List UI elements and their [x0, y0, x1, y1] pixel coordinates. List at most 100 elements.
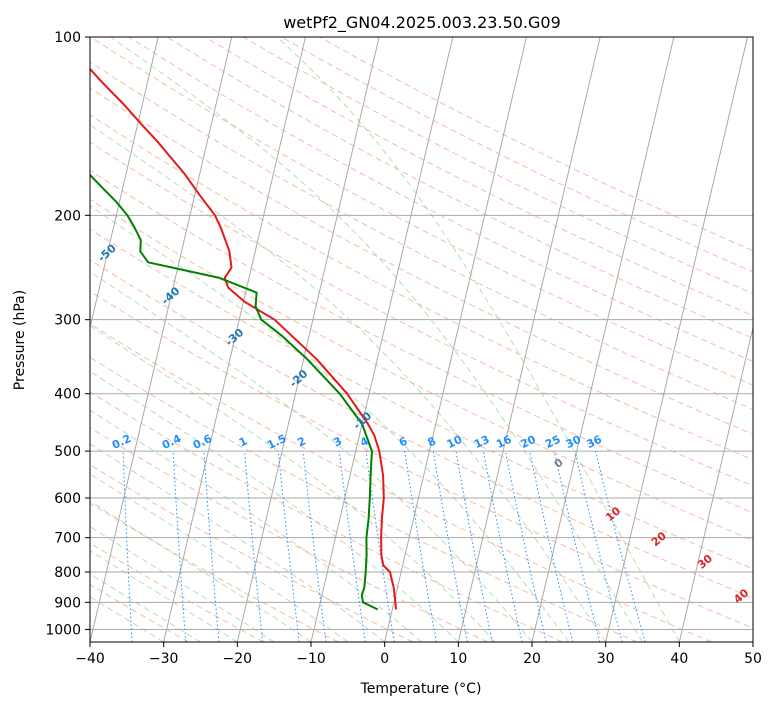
- moist-adiabat: [90, 500, 312, 642]
- dry-adiabat: [90, 427, 488, 642]
- isotherm-line: [531, 37, 675, 642]
- y-tick-label: 1000: [45, 622, 81, 638]
- x-tick-label: 30: [597, 651, 615, 667]
- x-tick-label: −30: [149, 651, 179, 667]
- axis-ticks: −40 −30 −20 −10 0 10 20 30 40 5010020030040050060…: [45, 30, 762, 667]
- mixing-ratio-line: [553, 450, 601, 642]
- y-tick-label: 900: [54, 595, 81, 611]
- isotherm-line: [163, 37, 306, 642]
- mixing-ratio-line: [432, 451, 468, 642]
- mixing-ratio-label: 1.5: [265, 432, 288, 452]
- mixing-ratio-label: 13: [472, 433, 491, 451]
- x-tick-label: 10: [449, 651, 467, 667]
- mixing-ratio-label: 10: [445, 433, 465, 451]
- isotherm-line: [236, 37, 380, 642]
- dry-adiabat: [128, 37, 753, 362]
- mixing-ratio-line: [338, 451, 366, 642]
- dry-adiabat: [243, 37, 753, 295]
- height-label: 0: [552, 456, 566, 471]
- mixing-ratio-label: 36: [584, 433, 604, 451]
- dewpoint-profile-line: [90, 173, 379, 611]
- dry-adiabat: [90, 323, 712, 642]
- y-tick-label: 500: [54, 444, 81, 460]
- x-tick-label: 40: [670, 651, 688, 667]
- plot-frame: [89, 36, 754, 643]
- isotherm-line: [457, 37, 601, 642]
- x-tick-label: −10: [296, 651, 326, 667]
- y-tick-label: 100: [54, 30, 81, 46]
- mixing-ratio-label: 1: [237, 434, 249, 449]
- moist-adiabat: [90, 124, 607, 642]
- dry-adiabat: [90, 198, 753, 541]
- mixing-ratio-label: 8: [426, 434, 438, 449]
- x-tick-label: 20: [523, 651, 541, 667]
- mixing-ratio-label: 2: [295, 434, 307, 449]
- chart-inline-labels: -100-90-80-70-60-50-40-30-20-100.10.20.4…: [31, 199, 751, 606]
- y-tick-label: 700: [54, 531, 81, 547]
- chart-grid: [0, 37, 753, 642]
- chart-series: [90, 67, 397, 611]
- x-tick-label: 50: [744, 651, 762, 667]
- dry-adiabat: [90, 228, 753, 570]
- mixing-ratio-label: 6: [397, 434, 410, 449]
- isotherm-line: [678, 325, 753, 642]
- isotherm-label: -60: [31, 199, 55, 222]
- y-tick-label: 300: [54, 313, 81, 329]
- mixing-ratio-line: [529, 451, 574, 642]
- mixing-ratio-line: [365, 451, 395, 642]
- x-axis-label: Temperature (°C): [360, 681, 482, 697]
- moist-adiabat: [90, 205, 570, 642]
- isotherm-line: [90, 37, 159, 330]
- dry-adiabat: [90, 502, 339, 642]
- y-tick-label: 400: [54, 387, 81, 403]
- mixing-ratio-label: 16: [494, 433, 514, 451]
- dry-adiabat: [90, 290, 753, 629]
- moist-adiabat: [110, 37, 643, 642]
- mixing-ratio-line: [203, 451, 220, 642]
- isotherm-line: [752, 639, 753, 642]
- mixing-ratio-line: [455, 451, 493, 642]
- x-tick-label: −40: [75, 651, 105, 667]
- dry-adiabat: [90, 464, 414, 642]
- y-tick-label: 800: [54, 565, 81, 581]
- mixing-ratio-label: 25: [543, 433, 562, 451]
- moist-adiabat: [90, 550, 238, 642]
- moist-adiabat: [90, 473, 349, 642]
- y-tick-label: 600: [54, 491, 81, 507]
- mixing-ratio-label: 30: [564, 433, 584, 451]
- moist-adiabat: [90, 596, 164, 642]
- mixing-ratio-line: [504, 451, 547, 642]
- mixing-ratio-label: 0.4: [160, 432, 183, 452]
- dry-adiabat: [90, 583, 190, 642]
- mixing-ratio-line: [244, 451, 264, 642]
- isotherm-line: [0, 37, 11, 642]
- mixing-ratio-label: 3: [332, 434, 344, 449]
- height-label: 10: [603, 504, 623, 524]
- x-tick-label: −20: [223, 651, 253, 667]
- height-label: 30: [695, 552, 715, 572]
- mixing-ratio-line: [302, 451, 327, 642]
- dry-adiabat: [90, 141, 753, 487]
- mixing-ratio-line: [404, 451, 437, 642]
- mixing-ratio-line: [482, 451, 523, 642]
- dry-adiabat: [204, 37, 753, 317]
- temperature-profile-line: [90, 67, 397, 610]
- mixing-ratio-line: [172, 451, 187, 642]
- dry-adiabat: [90, 37, 753, 386]
- y-tick-label: 200: [54, 208, 81, 224]
- isotherm-line: [605, 37, 748, 642]
- dry-adiabat: [90, 169, 753, 514]
- chart-title: wetPf2_GN04.2025.003.23.50.G09: [283, 13, 561, 33]
- dry-adiabat: [90, 356, 638, 642]
- height-label: 40: [731, 586, 751, 606]
- moist-adiabat: [90, 573, 201, 642]
- mixing-ratio-line: [277, 451, 300, 642]
- moist-adiabat: [90, 409, 422, 642]
- mixing-ratio-label: 20: [519, 433, 539, 451]
- isotherm-label: -40: [159, 284, 183, 307]
- x-tick-label: 0: [380, 651, 389, 667]
- dry-adiabat: [90, 391, 563, 642]
- dry-adiabat: [90, 114, 753, 461]
- y-axis-label: Pressure (hPa): [12, 290, 28, 390]
- moist-adiabat: [90, 271, 533, 642]
